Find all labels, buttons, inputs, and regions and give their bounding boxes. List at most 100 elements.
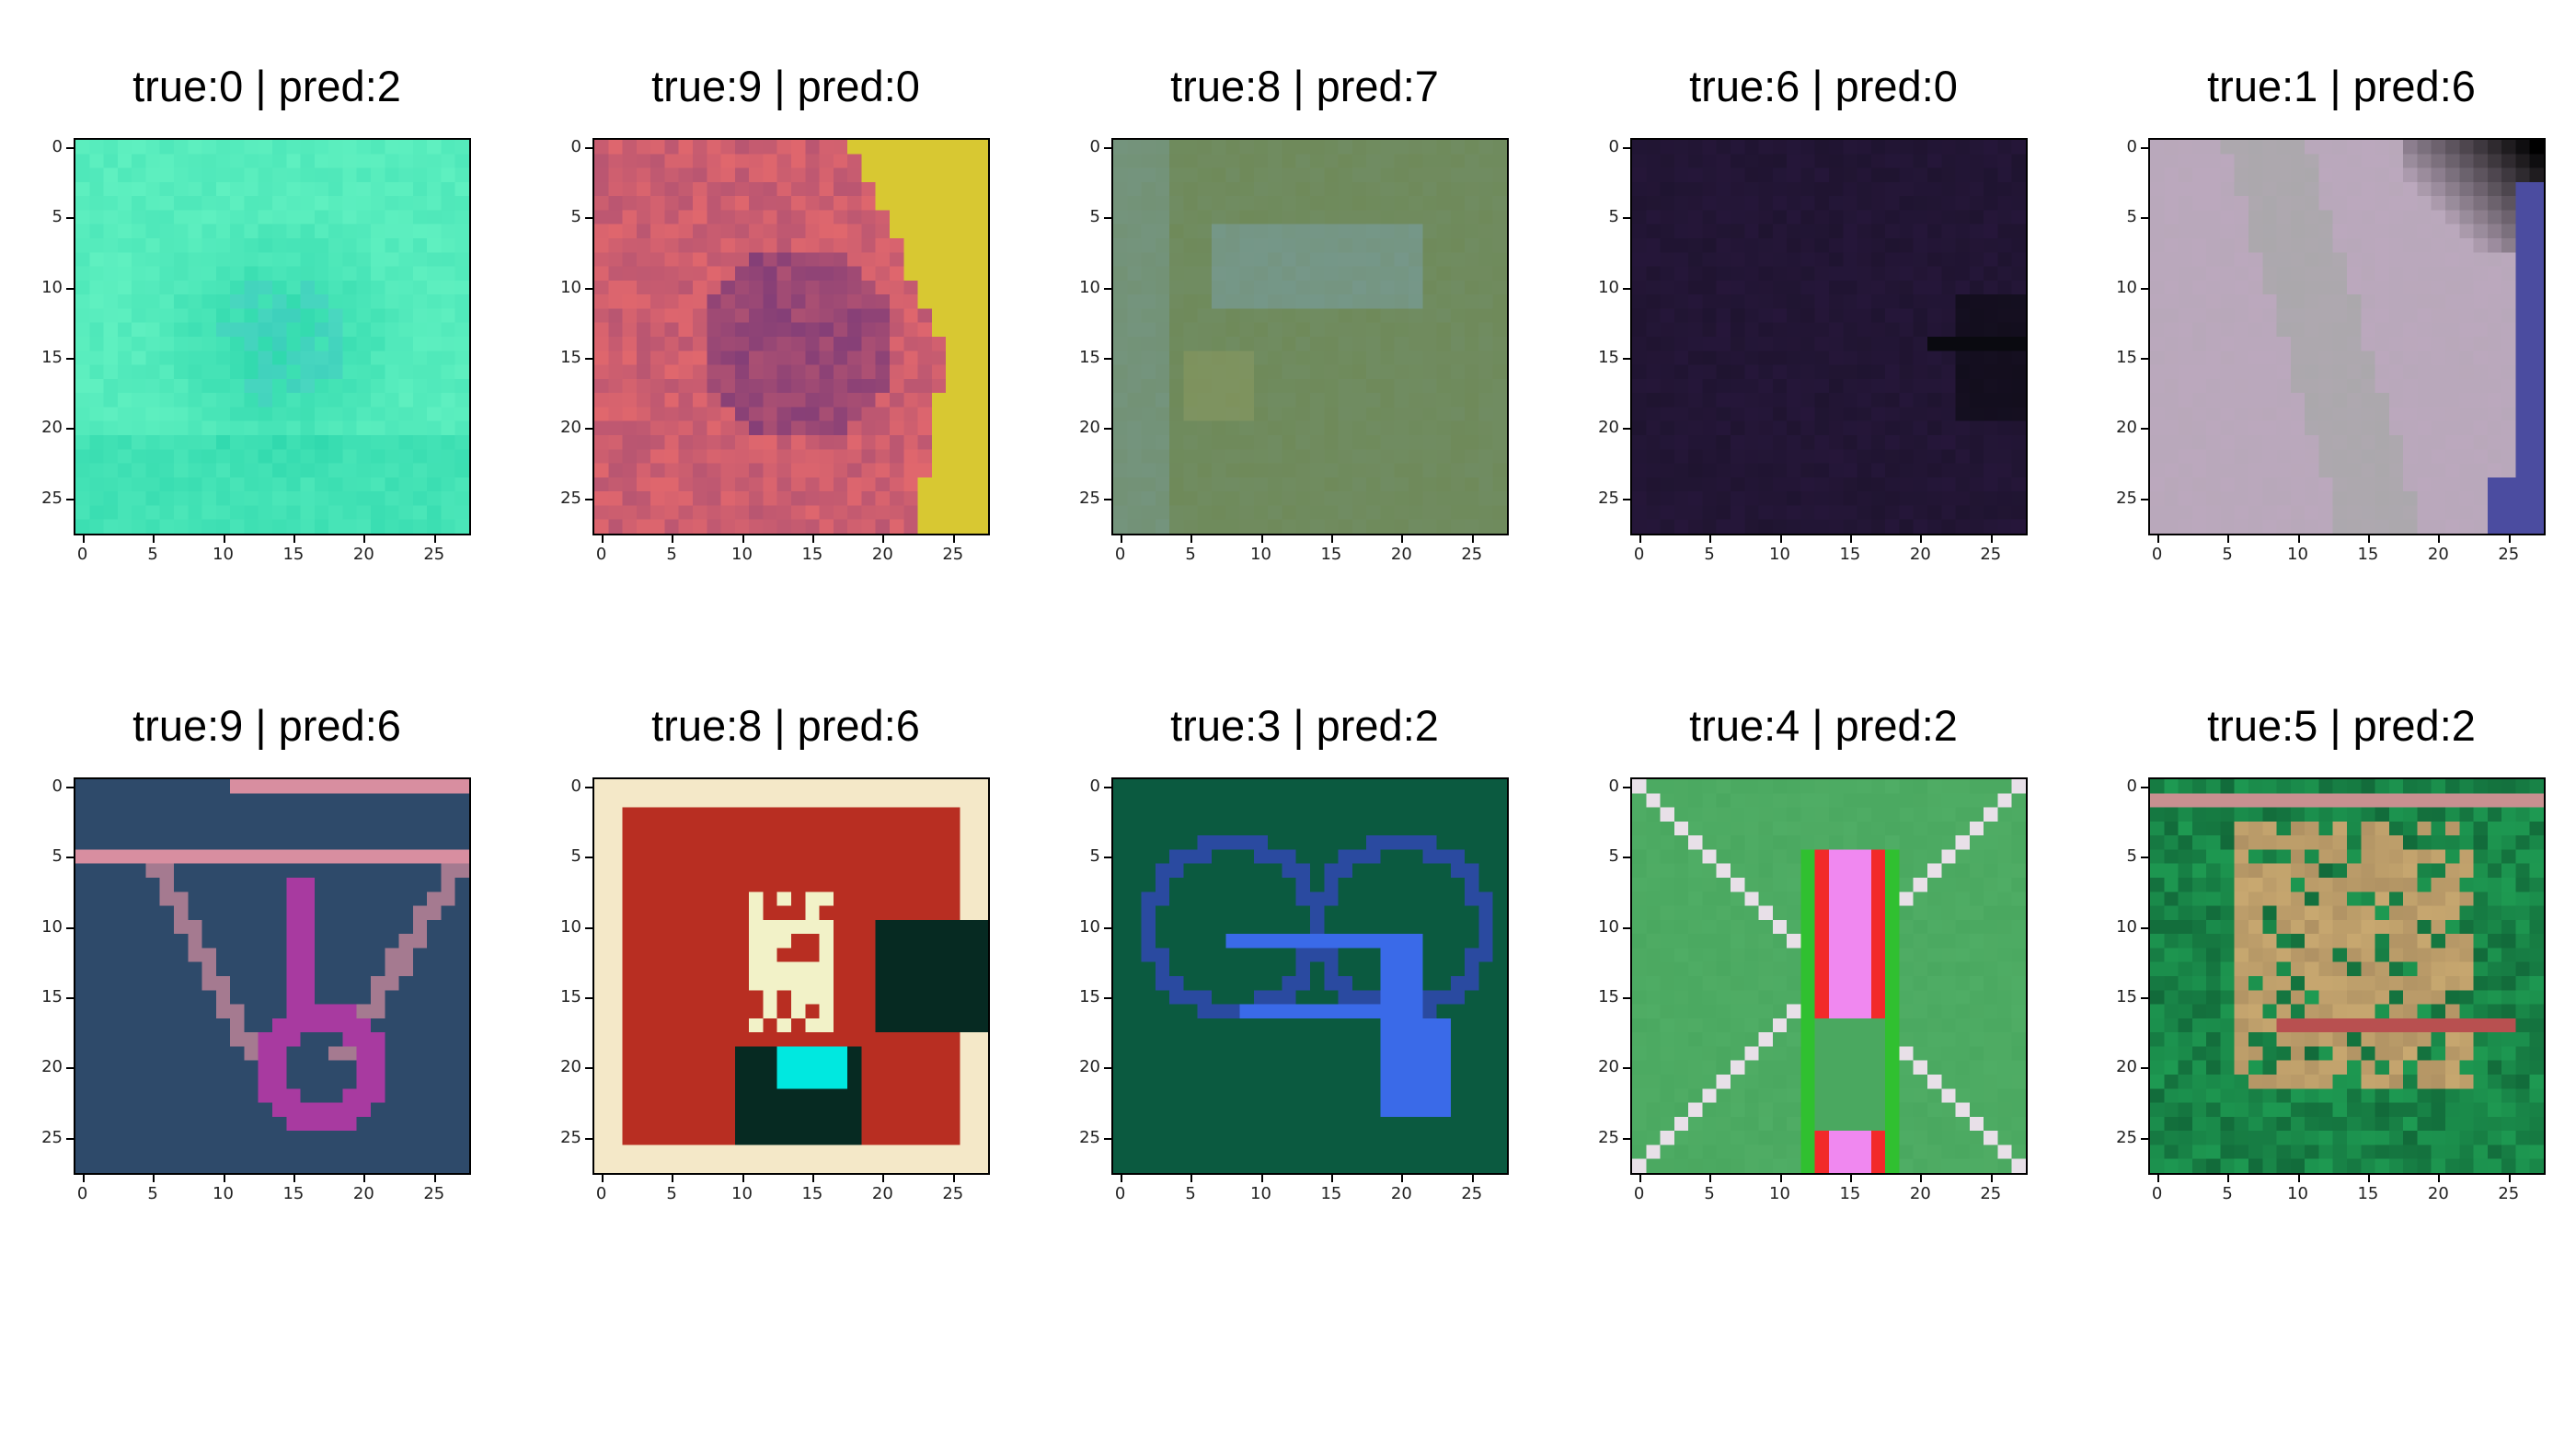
x-tick-label: 10 bbox=[1769, 1184, 1790, 1203]
y-tick-mark bbox=[66, 357, 74, 360]
pixel-canvas bbox=[1113, 779, 1507, 1173]
x-tick-label: 25 bbox=[2498, 545, 2520, 564]
y-tick-mark bbox=[585, 287, 592, 290]
y-tick-label: 5 bbox=[1089, 846, 1100, 867]
y-tick-mark bbox=[1104, 217, 1111, 220]
x-tick-label: 10 bbox=[1769, 545, 1790, 564]
x-tick-mark bbox=[433, 1175, 436, 1182]
x-tick-label: 0 bbox=[2151, 545, 2163, 564]
y-tick-mark bbox=[2141, 287, 2148, 290]
x-tick-label: 5 bbox=[666, 545, 677, 564]
x-tick-label: 25 bbox=[942, 545, 964, 564]
y-tick-mark bbox=[1623, 1137, 1630, 1140]
x-tick-label: 0 bbox=[595, 1184, 607, 1203]
sample-image bbox=[1111, 138, 1509, 535]
y-tick-label: 5 bbox=[570, 846, 581, 867]
y-tick-label: 25 bbox=[560, 488, 581, 508]
x-tick-label: 25 bbox=[1461, 1184, 1483, 1203]
x-tick-mark bbox=[2438, 1175, 2441, 1182]
y-tick-label: 25 bbox=[1598, 1127, 1619, 1147]
sample-image bbox=[592, 138, 990, 535]
sample-panel: true:9 | pred:6 0 5 10 15 20 25 0 5 10 15 20 25 bbox=[37, 685, 497, 1237]
y-tick-mark bbox=[1623, 146, 1630, 149]
x-tick-mark bbox=[1990, 535, 1993, 543]
y-tick-label: 0 bbox=[52, 136, 63, 156]
panel-title: true:8 | pred:7 bbox=[1170, 62, 1439, 110]
y-tick-label: 10 bbox=[1079, 916, 1100, 937]
x-tick-label: 15 bbox=[1320, 1184, 1342, 1203]
x-tick-mark bbox=[2508, 535, 2511, 543]
x-tick-mark bbox=[2508, 1175, 2511, 1182]
y-tick-mark bbox=[1104, 428, 1111, 431]
x-tick-mark bbox=[811, 535, 814, 543]
x-tick-mark bbox=[742, 535, 744, 543]
y-tick-mark bbox=[1623, 357, 1630, 360]
x-tick-mark bbox=[1330, 535, 1333, 543]
x-tick-mark bbox=[153, 535, 155, 543]
x-tick-mark bbox=[293, 1175, 295, 1182]
x-tick-mark bbox=[1990, 1175, 1993, 1182]
x-tick-label: 20 bbox=[2427, 1184, 2449, 1203]
y-tick-label: 10 bbox=[2116, 916, 2137, 937]
x-tick-label: 15 bbox=[801, 1184, 823, 1203]
x-tick-mark bbox=[2156, 1175, 2159, 1182]
y-tick-mark bbox=[2141, 996, 2148, 999]
y-tick-mark bbox=[2141, 146, 2148, 149]
x-tick-label: 15 bbox=[2357, 1184, 2379, 1203]
pixel-canvas bbox=[1113, 140, 1507, 534]
panel-title: true:9 | pred:0 bbox=[651, 62, 920, 110]
y-tick-label: 25 bbox=[1079, 488, 1100, 508]
x-tick-mark bbox=[1330, 1175, 1333, 1182]
y-tick-label: 20 bbox=[2116, 418, 2137, 438]
y-tick-mark bbox=[2141, 786, 2148, 788]
x-tick-mark bbox=[882, 535, 885, 543]
y-tick-mark bbox=[2141, 428, 2148, 431]
y-tick-mark bbox=[585, 857, 592, 859]
sample-image bbox=[2148, 777, 2546, 1175]
x-tick-label: 25 bbox=[1980, 545, 2002, 564]
y-tick-mark bbox=[2141, 357, 2148, 360]
sample-image bbox=[1111, 777, 1509, 1175]
sample-image bbox=[1630, 138, 2028, 535]
x-tick-mark bbox=[1120, 535, 1122, 543]
y-tick-label: 5 bbox=[1608, 207, 1619, 227]
y-tick-label: 20 bbox=[41, 418, 63, 438]
y-tick-mark bbox=[66, 287, 74, 290]
x-tick-label: 15 bbox=[1839, 545, 1861, 564]
y-tick-mark bbox=[585, 926, 592, 929]
y-tick-label: 25 bbox=[41, 488, 63, 508]
x-tick-mark bbox=[1639, 535, 1641, 543]
y-tick-mark bbox=[2141, 926, 2148, 929]
y-tick-mark bbox=[1104, 287, 1111, 290]
x-tick-label: 25 bbox=[423, 1184, 445, 1203]
y-tick-mark bbox=[1104, 926, 1111, 929]
x-tick-label: 25 bbox=[2498, 1184, 2520, 1203]
y-tick-label: 15 bbox=[560, 347, 581, 367]
y-tick-mark bbox=[66, 146, 74, 149]
x-tick-mark bbox=[1190, 535, 1193, 543]
x-tick-label: 15 bbox=[801, 545, 823, 564]
x-tick-label: 5 bbox=[1704, 1184, 1715, 1203]
x-tick-mark bbox=[1639, 1175, 1641, 1182]
y-tick-mark bbox=[66, 217, 74, 220]
pixel-canvas bbox=[1632, 779, 2026, 1173]
x-tick-mark bbox=[2438, 535, 2441, 543]
y-tick-mark bbox=[1623, 217, 1630, 220]
x-tick-label: 5 bbox=[147, 545, 158, 564]
y-tick-mark bbox=[1104, 357, 1111, 360]
y-tick-mark bbox=[1623, 857, 1630, 859]
y-tick-mark bbox=[2141, 857, 2148, 859]
x-tick-label: 20 bbox=[2427, 545, 2449, 564]
y-tick-mark bbox=[585, 357, 592, 360]
x-tick-mark bbox=[1849, 1175, 1852, 1182]
y-tick-mark bbox=[1623, 786, 1630, 788]
pixel-canvas bbox=[2150, 140, 2544, 534]
y-tick-mark bbox=[1104, 996, 1111, 999]
sample-panel: true:6 | pred:0 0 5 10 15 20 25 0 5 10 15 20 25 bbox=[1593, 46, 2053, 598]
y-tick-mark bbox=[2141, 217, 2148, 220]
x-tick-label: 20 bbox=[1909, 545, 1931, 564]
y-tick-mark bbox=[585, 1137, 592, 1140]
x-tick-mark bbox=[742, 1175, 744, 1182]
y-tick-label: 0 bbox=[1608, 776, 1619, 796]
